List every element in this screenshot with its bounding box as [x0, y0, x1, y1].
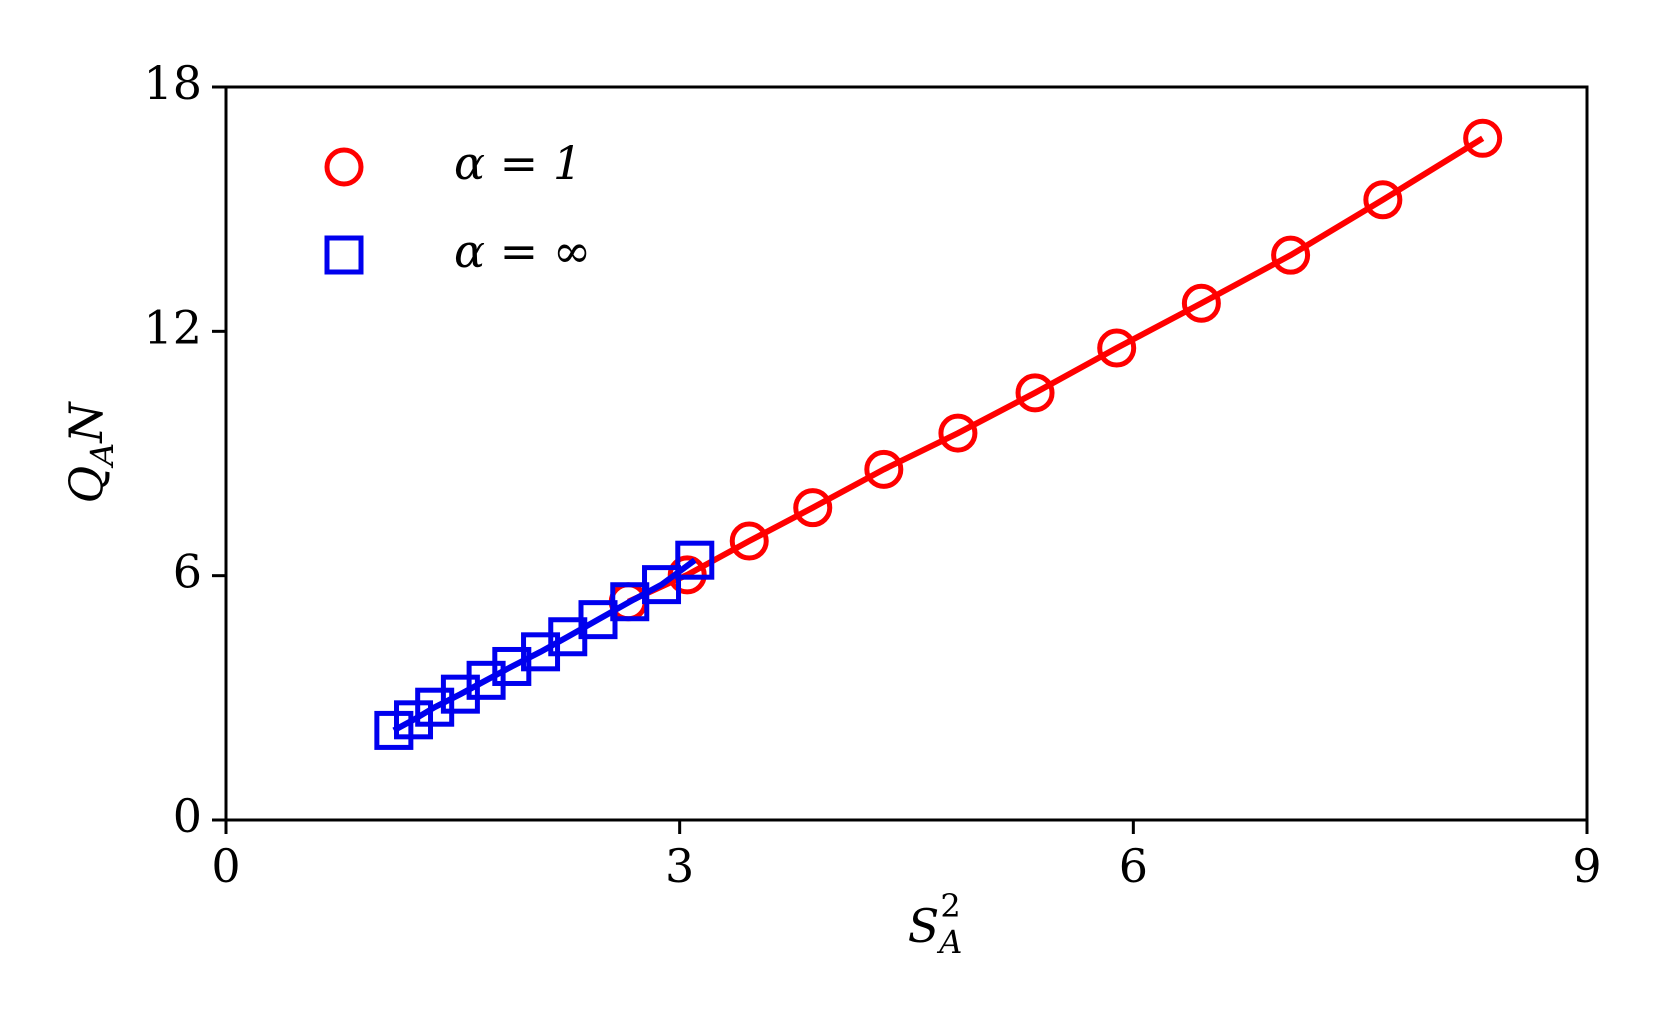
- x-tick-label: 6: [1119, 839, 1148, 893]
- data-point: [642, 565, 682, 605]
- y-axis-label: QAN: [59, 401, 121, 504]
- series-line: [392, 557, 697, 734]
- plot-frame: [224, 85, 1589, 822]
- y-tick-label: 0: [173, 789, 202, 843]
- data-point: [1097, 328, 1137, 368]
- data-point: [374, 710, 414, 750]
- data-point: [466, 660, 506, 700]
- data-point: [394, 700, 434, 740]
- data-point: [415, 687, 455, 727]
- data-point: [938, 413, 978, 453]
- data-point: [793, 488, 833, 528]
- x-tick-label: 3: [665, 839, 694, 893]
- data-point: [1271, 235, 1311, 275]
- x-tick-label: 9: [1572, 839, 1601, 893]
- series-line: [627, 135, 1485, 605]
- data-point: [864, 449, 904, 489]
- y-tick-label: 6: [173, 545, 202, 599]
- y-tick-label: 18: [143, 56, 202, 110]
- data-point: [1363, 180, 1403, 220]
- data-point: [440, 674, 480, 714]
- x-tick-label: 0: [211, 839, 240, 893]
- data-point: [729, 521, 769, 561]
- data-point: [1015, 373, 1055, 413]
- legend-marker: [324, 235, 364, 275]
- x-axis-label: SA2: [908, 887, 963, 961]
- data-point: [1181, 283, 1221, 323]
- data-point: [1463, 118, 1503, 158]
- legend-label: α = 1: [454, 136, 582, 190]
- legend-marker: [324, 147, 364, 187]
- data-point: [675, 540, 715, 580]
- legend-label: α = ∞: [454, 224, 591, 278]
- y-tick-label: 12: [143, 300, 202, 354]
